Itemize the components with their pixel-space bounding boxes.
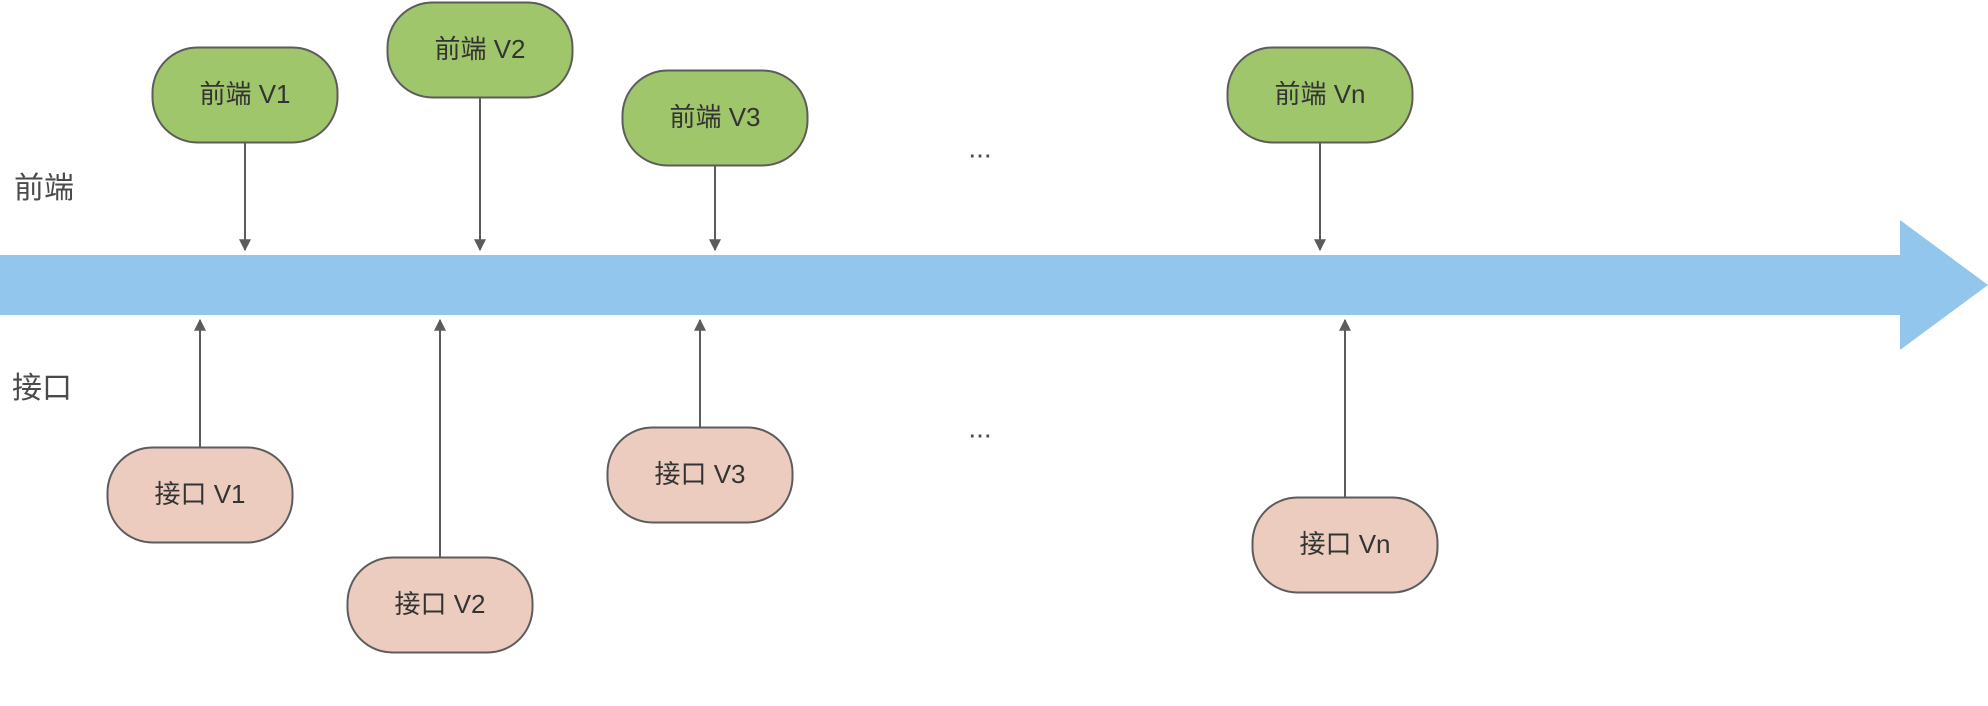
api-v3-label: 接口 V3	[654, 459, 745, 489]
ellipsis-top: ...	[968, 132, 991, 163]
api-v2-label: 接口 V2	[394, 589, 485, 619]
ellipsis-bottom: ...	[968, 412, 991, 443]
api-v1-node: 接口 V1	[108, 320, 293, 543]
frontend-vn-node: 前端 Vn	[1228, 48, 1413, 251]
timeline-diagram: 前端接口...... 前端 V1 前端 V2 前端 V3 前端 Vn 接口 V1 接口 V2…	[0, 0, 1988, 706]
frontend-v2-node: 前端 V2	[388, 3, 573, 251]
api-v2-node: 接口 V2	[348, 320, 533, 653]
api-v1-label: 接口 V1	[154, 479, 245, 509]
api-vn-node: 接口 Vn	[1253, 320, 1438, 593]
api-vn-label: 接口 Vn	[1299, 529, 1390, 559]
frontend-v3-label: 前端 V3	[669, 102, 760, 132]
api-axis-label: 接口	[12, 372, 72, 405]
frontend-v1-node: 前端 V1	[153, 48, 338, 251]
frontend-v2-label: 前端 V2	[434, 34, 525, 64]
api-v3-node: 接口 V3	[608, 320, 793, 523]
frontend-vn-label: 前端 Vn	[1274, 79, 1365, 109]
timeline-arrow	[0, 220, 1988, 350]
frontend-v3-node: 前端 V3	[623, 71, 808, 251]
frontend-axis-label: 前端	[14, 172, 74, 205]
frontend-v1-label: 前端 V1	[199, 79, 290, 109]
